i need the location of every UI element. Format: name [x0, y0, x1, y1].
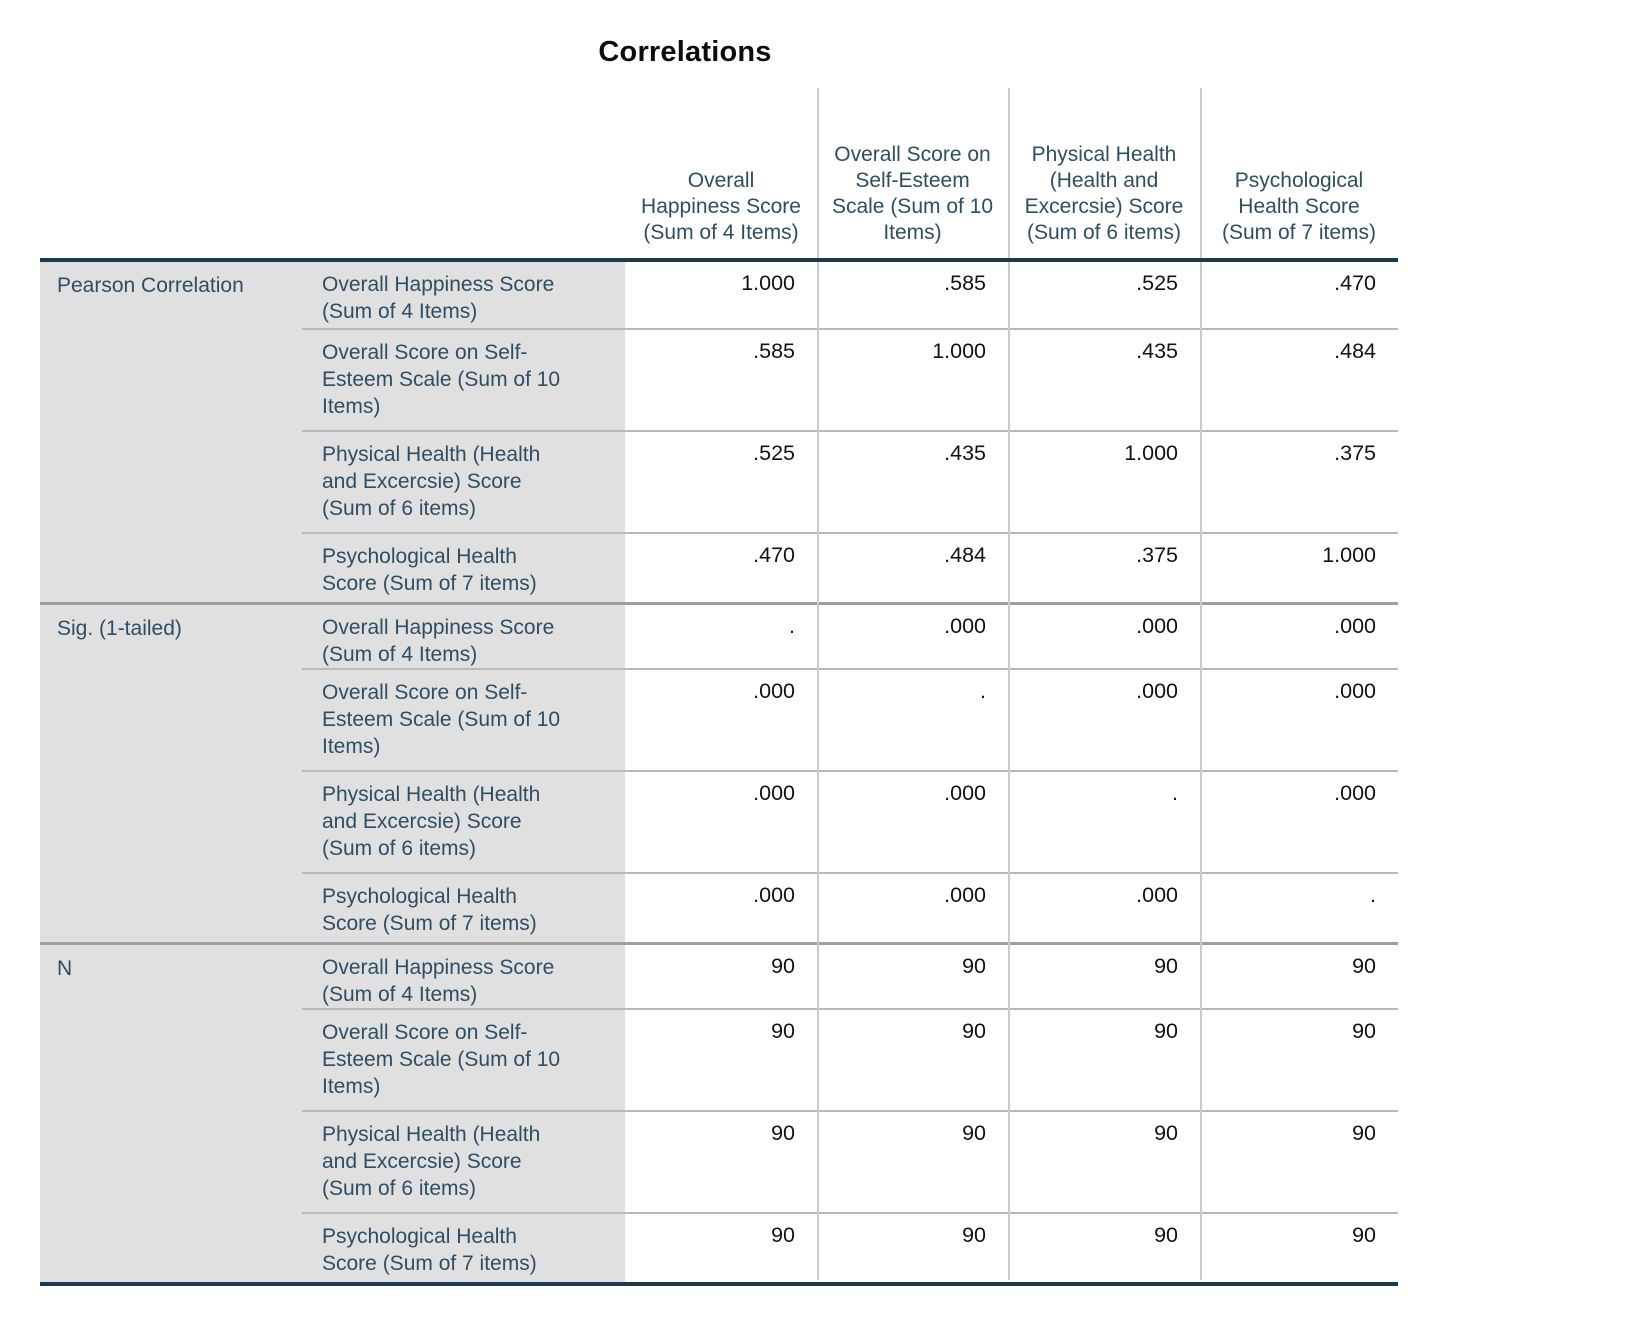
- header-body-divider: [40, 258, 1398, 262]
- value-cell: 1.000: [817, 328, 1008, 430]
- value-cell: .435: [817, 430, 1008, 532]
- group-label-sig-1-tailed: Sig. (1-tailed): [40, 602, 302, 942]
- column-header-happiness: Overall Happiness Score (Sum of 4 Items): [641, 169, 801, 244]
- value-cell: .: [817, 668, 1008, 770]
- column-divider: [817, 88, 819, 1280]
- value-cell: 90: [817, 942, 1008, 1008]
- value-cell: 90: [1200, 942, 1398, 1008]
- value-cell: .000: [625, 668, 817, 770]
- row-label: Physical Health (Health and Excercsie) S…: [302, 770, 625, 872]
- table-bottom-border: [40, 1282, 1398, 1286]
- value-cell: .435: [1008, 328, 1200, 430]
- value-cell: .000: [1008, 872, 1200, 942]
- value-cell: .585: [625, 328, 817, 430]
- row-label: Psychological Health Score (Sum of 7 ite…: [302, 532, 625, 602]
- row-label: Psychological Health Score (Sum of 7 ite…: [302, 1212, 625, 1282]
- value-cell: .525: [625, 430, 817, 532]
- value-cell: 90: [817, 1110, 1008, 1212]
- value-cell: 90: [1200, 1110, 1398, 1212]
- row-label: Overall Happiness Score (Sum of 4 Items): [302, 602, 625, 668]
- value-cell: .000: [817, 770, 1008, 872]
- value-cell: 90: [625, 1212, 817, 1282]
- value-cell: .000: [625, 770, 817, 872]
- value-cell: .: [1008, 770, 1200, 872]
- column-header-row: Overall Happiness Score (Sum of 4 Items)…: [40, 85, 1398, 258]
- correlations-table[interactable]: Overall Happiness Score (Sum of 4 Items)…: [40, 85, 1398, 1286]
- value-cell: .375: [1200, 430, 1398, 532]
- value-cell: .000: [1008, 668, 1200, 770]
- value-cell: .000: [625, 872, 817, 942]
- value-cell: .525: [1008, 262, 1200, 328]
- value-cell: .484: [817, 532, 1008, 602]
- header-spacer-group: [40, 85, 302, 258]
- value-cell: .000: [817, 602, 1008, 668]
- value-cell: 90: [1008, 1008, 1200, 1110]
- value-cell: .000: [817, 872, 1008, 942]
- row-label: Overall Happiness Score (Sum of 4 Items): [302, 262, 625, 328]
- value-cell: 1.000: [1008, 430, 1200, 532]
- row-label: Psychological Health Score (Sum of 7 ite…: [302, 872, 625, 942]
- row-label: Overall Score on Self-Esteem Scale (Sum …: [302, 668, 625, 770]
- value-cell: 90: [1008, 1212, 1200, 1282]
- value-cell: 90: [1200, 1212, 1398, 1282]
- value-cell: .000: [1200, 602, 1398, 668]
- row-label: Overall Score on Self-Esteem Scale (Sum …: [302, 328, 625, 430]
- value-cell: .470: [625, 532, 817, 602]
- column-divider: [1200, 88, 1202, 1280]
- table-body: Pearson Correlation Overall Happiness Sc…: [40, 262, 1398, 1282]
- value-cell: 90: [1200, 1008, 1398, 1110]
- value-cell: .484: [1200, 328, 1398, 430]
- value-cell: .000: [1008, 602, 1200, 668]
- column-header-psychological-health: Psychological Health Score (Sum of 7 ite…: [1221, 169, 1377, 244]
- value-cell: 1.000: [1200, 532, 1398, 602]
- column-header-physical-health: Physical Health (Health and Excercsie) S…: [1024, 143, 1184, 244]
- value-cell: 1.000: [625, 262, 817, 328]
- value-cell: .470: [1200, 262, 1398, 328]
- group-label-pearson-correlation: Pearson Correlation: [40, 262, 302, 602]
- row-label: Physical Health (Health and Excercsie) S…: [302, 430, 625, 532]
- value-cell: 90: [817, 1008, 1008, 1110]
- value-cell: 90: [625, 1110, 817, 1212]
- header-spacer-variable: [302, 85, 625, 258]
- value-cell: 90: [625, 1008, 817, 1110]
- row-label: Overall Happiness Score (Sum of 4 Items): [302, 942, 625, 1008]
- value-cell: .: [1200, 872, 1398, 942]
- value-cell: 90: [1008, 1110, 1200, 1212]
- value-cell: .: [625, 602, 817, 668]
- value-cell: .375: [1008, 532, 1200, 602]
- value-cell: .000: [1200, 770, 1398, 872]
- value-cell: 90: [1008, 942, 1200, 1008]
- value-cell: .000: [1200, 668, 1398, 770]
- column-header-self-esteem: Overall Score on Self-Esteem Scale (Sum …: [831, 143, 994, 244]
- value-cell: 90: [625, 942, 817, 1008]
- group-label-n: N: [40, 942, 302, 1282]
- table-title: Correlations: [598, 36, 772, 68]
- value-cell: .585: [817, 262, 1008, 328]
- column-divider: [1008, 88, 1010, 1280]
- value-cell: 90: [817, 1212, 1008, 1282]
- row-label: Overall Score on Self-Esteem Scale (Sum …: [302, 1008, 625, 1110]
- row-label: Physical Health (Health and Excercsie) S…: [302, 1110, 625, 1212]
